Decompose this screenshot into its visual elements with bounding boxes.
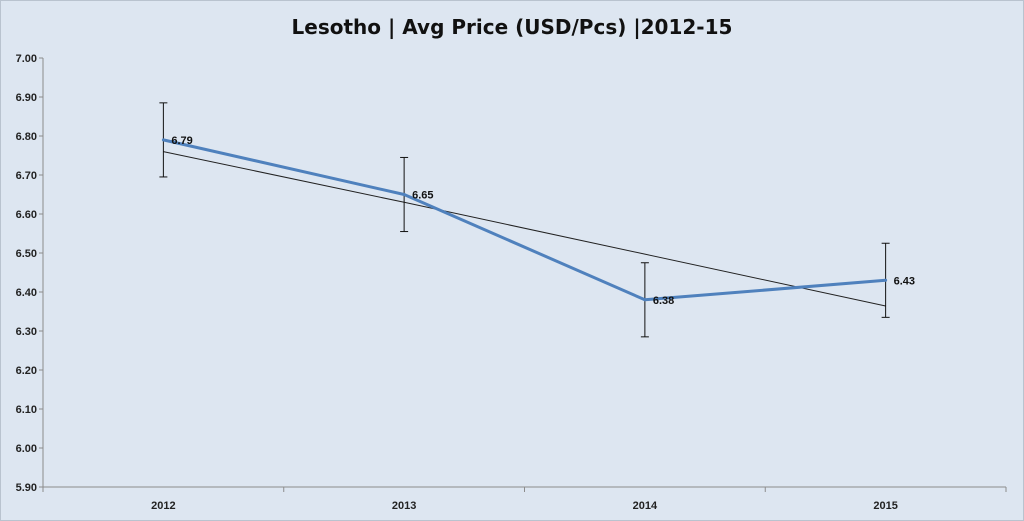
y-tick-label: 6.30 — [16, 326, 37, 338]
y-tick-label: 6.00 — [16, 443, 37, 455]
y-tick-label: 5.90 — [16, 482, 37, 494]
y-tick-label: 6.70 — [16, 170, 37, 182]
data-point — [884, 278, 888, 282]
y-tick-label: 6.60 — [16, 209, 37, 221]
data-point — [402, 193, 406, 196]
y-tick-label: 6.80 — [16, 131, 37, 143]
y-tick-label: 6.10 — [16, 404, 37, 416]
x-tick-label: 2013 — [392, 500, 416, 512]
y-tick-label: 6.50 — [16, 248, 37, 260]
x-tick-label: 2012 — [151, 500, 175, 512]
data-label: 6.38 — [653, 295, 674, 307]
data-point — [643, 298, 647, 302]
y-tick-label: 7.00 — [16, 53, 37, 65]
data-label: 6.43 — [894, 275, 915, 287]
chart-title: Lesotho | Avg Price (USD/Pcs) |2012-15 — [291, 15, 733, 39]
x-tick-label: 2015 — [873, 500, 897, 512]
y-tick-label: 6.40 — [16, 287, 37, 299]
series-line — [163, 138, 886, 302]
data-point — [161, 138, 165, 142]
data-label: 6.65 — [412, 190, 433, 202]
trendline — [163, 151, 886, 307]
x-tick-label: 2014 — [633, 500, 658, 512]
data-label: 6.79 — [171, 135, 192, 147]
y-tick-label: 6.20 — [16, 365, 37, 377]
y-tick-label: 6.90 — [16, 92, 37, 104]
